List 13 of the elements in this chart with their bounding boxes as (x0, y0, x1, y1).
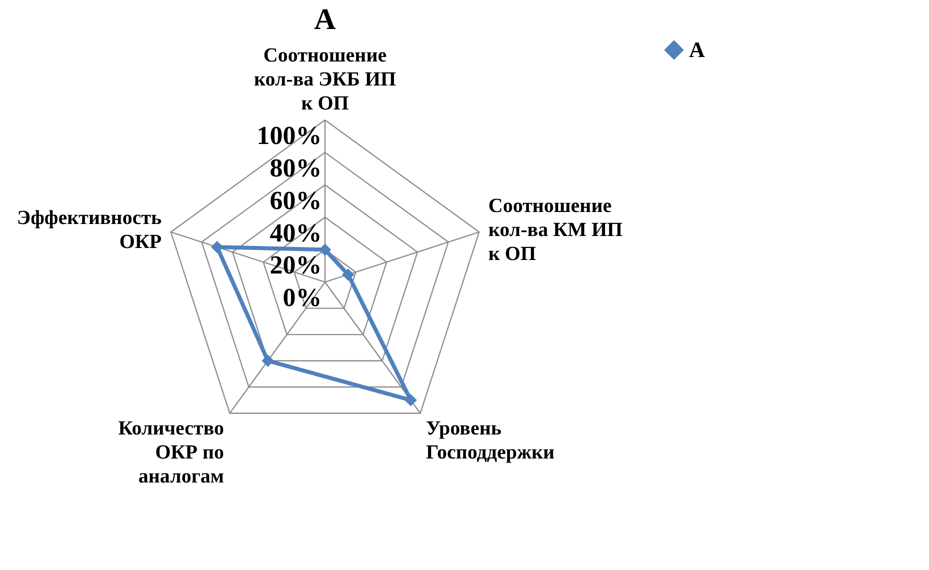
spoke-label: Соотношение кол-ва КМ ИП к ОП (488, 195, 623, 266)
spoke-label: Соотношение кол-ва ЭКБ ИП к ОП (254, 44, 396, 115)
y-tick-label: 100% (256, 121, 322, 150)
spoke-label: Количество ОКР по аналогам (118, 417, 224, 488)
y-tick-label: 0% (282, 283, 322, 312)
y-tick-label: 80% (270, 153, 322, 182)
y-tick-label: 40% (270, 218, 322, 248)
y-tick-label: 20% (270, 250, 322, 280)
y-tick-label: 60% (270, 186, 322, 215)
spoke-label: Уровень Господдержки (426, 417, 555, 464)
spoke-label: Эффективность ОКР (17, 207, 162, 254)
chart-title: А (314, 3, 336, 36)
legend-label: А (689, 37, 705, 62)
